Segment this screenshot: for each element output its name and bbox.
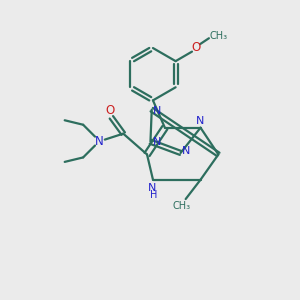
Text: N: N xyxy=(153,137,161,147)
Text: N: N xyxy=(182,146,190,156)
Text: O: O xyxy=(105,104,114,117)
Text: N: N xyxy=(95,135,104,148)
Text: H: H xyxy=(150,190,157,200)
Text: N: N xyxy=(196,116,205,126)
Text: CH₃: CH₃ xyxy=(172,201,190,211)
Text: CH₃: CH₃ xyxy=(209,31,227,41)
Text: N: N xyxy=(148,183,157,193)
Text: O: O xyxy=(191,41,200,54)
Text: N: N xyxy=(153,106,161,116)
